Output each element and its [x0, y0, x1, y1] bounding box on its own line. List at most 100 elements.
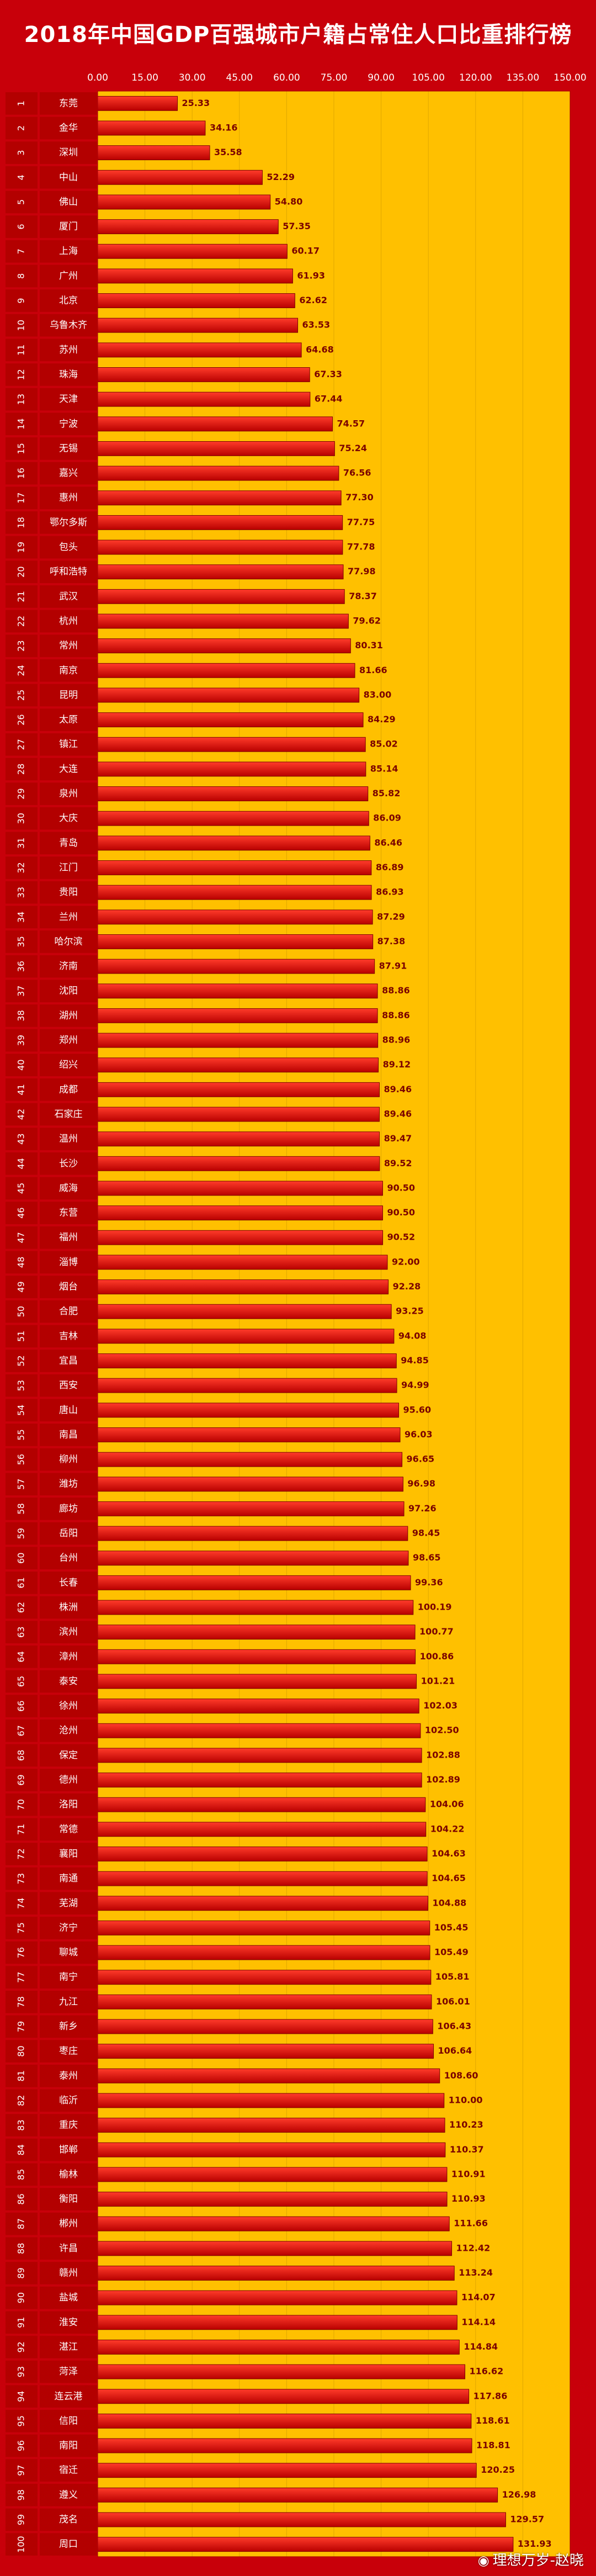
bar [97, 1625, 416, 1640]
category-label: 郴州 [59, 2218, 78, 2229]
city-cell [40, 2336, 97, 2358]
rank-label: 41 [16, 1084, 26, 1095]
value-label: 80.31 [355, 640, 383, 650]
category-label: 哈尔滨 [55, 936, 83, 947]
category-label: 新乡 [59, 2021, 78, 2032]
category-label: 芜湖 [59, 1898, 78, 1909]
city-cell [40, 733, 97, 756]
category-label: 德州 [59, 1775, 78, 1786]
rank-cell [6, 2114, 38, 2136]
city-cell [40, 1645, 97, 1668]
rank-label: 50 [16, 1306, 26, 1317]
bar [97, 761, 366, 777]
rank-label: 86 [16, 2193, 26, 2204]
category-label: 中山 [59, 172, 78, 183]
value-label: 104.06 [430, 1799, 464, 1810]
rank-cell [6, 2188, 38, 2210]
rank-label: 21 [16, 591, 26, 602]
category-label: 佛山 [59, 197, 78, 208]
category-label: 无锡 [59, 443, 78, 454]
city-cell [40, 1867, 97, 1890]
rank-cell [6, 1596, 38, 1619]
rank-label: 69 [16, 1774, 26, 1785]
rank-label: 14 [16, 419, 26, 430]
rank-label: 79 [16, 2021, 26, 2032]
bar [97, 293, 295, 308]
category-label: 郑州 [59, 1035, 78, 1046]
x-tick-label: 0.00 [87, 72, 108, 83]
x-tick-label: 105.00 [412, 72, 444, 83]
bar [97, 1945, 430, 1960]
rank-label: 87 [16, 2218, 26, 2229]
bar [97, 1427, 401, 1442]
category-label: 东营 [59, 1208, 78, 1219]
value-label: 96.03 [405, 1429, 433, 1440]
city-cell [40, 2163, 97, 2186]
rank-cell [6, 2212, 38, 2235]
category-label: 保定 [59, 1750, 78, 1761]
city-cell [40, 1128, 97, 1150]
category-label: 洛阳 [59, 1799, 78, 1810]
value-label: 54.80 [275, 196, 303, 207]
bar [97, 885, 372, 900]
rank-cell [6, 141, 38, 164]
rank-label: 80 [16, 2045, 26, 2056]
rank-cell [6, 856, 38, 879]
bar [97, 1501, 405, 1516]
category-label: 淄博 [59, 1257, 78, 1268]
city-cell [40, 807, 97, 830]
rank-cell [6, 2237, 38, 2260]
rank-cell [6, 2065, 38, 2087]
rank-cell [6, 1029, 38, 1052]
rank-label: 77 [16, 1972, 26, 1983]
rank-label: 59 [16, 1528, 26, 1539]
bar [97, 2537, 514, 2552]
rank-label: 34 [16, 912, 26, 923]
value-label: 86.93 [376, 887, 404, 897]
rank-cell [6, 215, 38, 238]
city-cell [40, 1202, 97, 1224]
rank-cell [6, 1374, 38, 1397]
city-cell [40, 92, 97, 115]
value-label: 89.52 [384, 1158, 412, 1168]
value-label: 102.88 [426, 1749, 460, 1760]
rank-cell [6, 1621, 38, 1643]
value-label: 105.49 [434, 1947, 469, 1958]
rank-label: 16 [16, 468, 26, 479]
city-cell [40, 486, 97, 510]
rank-label: 33 [16, 887, 26, 898]
rank-cell [6, 1744, 38, 1767]
category-label: 嘉兴 [59, 468, 78, 479]
category-label: 威海 [59, 1183, 78, 1194]
rank-label: 25 [16, 690, 26, 701]
category-label: 长沙 [59, 1158, 78, 1169]
rank-cell [6, 240, 38, 263]
bar [97, 811, 369, 826]
city-cell [40, 536, 97, 559]
value-label: 114.14 [461, 2316, 496, 2327]
bar [97, 786, 369, 801]
category-label: 江门 [59, 862, 78, 873]
city-cell [40, 1621, 97, 1643]
rank-cell [6, 536, 38, 559]
rank-label: 4 [16, 174, 26, 180]
city-cell [40, 2434, 97, 2457]
category-label: 重庆 [59, 2120, 78, 2131]
value-label: 77.98 [348, 566, 376, 576]
category-label: 株洲 [59, 1602, 78, 1613]
value-label: 90.50 [387, 1207, 415, 1218]
city-cell [40, 1843, 97, 1865]
city-cell [40, 191, 97, 214]
rank-label: 51 [16, 1331, 26, 1342]
category-label: 徐州 [59, 1701, 78, 1712]
rank-label: 57 [16, 1479, 26, 1490]
value-label: 94.85 [401, 1355, 429, 1366]
category-label: 石家庄 [55, 1109, 83, 1120]
rank-label: 36 [16, 961, 26, 972]
rank-label: 26 [16, 714, 26, 725]
bar [97, 1329, 395, 1344]
city-cell [40, 2015, 97, 2038]
bar [97, 1205, 383, 1221]
